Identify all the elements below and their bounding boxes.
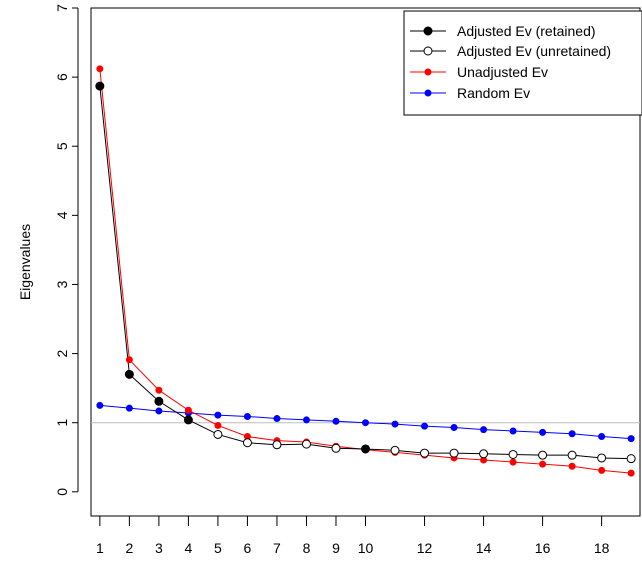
unadjusted-ev-point [96,65,104,73]
adjusted-ev-unretained-point [390,445,400,455]
adjusted-ev-unretained-point [331,443,341,453]
y-tick-label: 6 [54,73,70,81]
y-tick-label: 4 [54,211,70,219]
y-tick-label: 2 [54,349,70,357]
x-tick-label: 9 [332,540,340,556]
adjusted-ev-unretained-point [242,438,252,448]
legend-item-4: Random Ev [410,85,530,101]
legend-item-1: Adjusted Ev (retained) [410,23,596,39]
random-ev-point [125,404,133,412]
x-tick-label: 2 [125,540,133,556]
random-ev-point [96,401,104,409]
legend-marker [423,26,433,36]
x-tick-label: 7 [273,540,281,556]
legend-item-2: Adjusted Ev (unretained) [410,43,611,59]
x-tick-label: 5 [214,540,222,556]
x-tick-label: 12 [417,540,433,556]
adjusted-ev-unretained-point [626,454,636,464]
legend-marker [424,89,432,97]
x-tick-label: 3 [155,540,163,556]
adjusted-ev-unretained-point [508,449,518,459]
unadjusted-ev-point [125,356,133,364]
random-ev-point [450,424,458,432]
y-tick-label: 5 [54,142,70,150]
legend-label: Random Ev [457,85,530,101]
unadjusted-ev-point [184,406,192,414]
unadjusted-ev-point [214,421,222,429]
x-tick-label: 1 [96,540,104,556]
legend: Adjusted Ev (retained) Adjusted Ev (unret… [403,10,642,116]
y-axis-label: Eigenvalues [17,224,33,300]
series-layer [95,65,636,477]
adjusted-ev-retained-point [124,369,134,379]
y-tick-label: 3 [54,280,70,288]
adjusted-ev-unretained-point [420,448,430,458]
unadjusted-ev-point [627,469,635,477]
adjusted-ev-retained-point [95,81,105,91]
random-ev-point [627,435,635,443]
unadjusted-ev-point [539,460,547,468]
random-ev-point [480,426,488,434]
y-tick-label: 7 [54,4,70,12]
legend-marker [423,46,433,56]
random-ev-point [539,428,547,436]
x-tick-label: 16 [535,540,551,556]
random-ev-point [598,433,606,441]
random-ev-point [273,415,281,423]
random-ev-point [391,420,399,428]
y-tick-label: 0 [54,488,70,496]
adjusted-ev-retained-point [154,396,164,406]
x-tick-label: 18 [594,540,610,556]
legend-box [403,10,642,116]
unadjusted-ev-point [155,386,163,394]
random-ev-point [362,419,369,427]
legend-item-3: Unadjusted Ev [410,64,548,80]
random-ev-point [568,430,576,438]
legend-items: Adjusted Ev (retained) Adjusted Ev (unret… [410,23,611,101]
y-tick-label: 1 [54,419,70,427]
random-ev-point [421,422,429,430]
unadjusted-ev-point [598,466,606,474]
adjusted-ev-unretained-point [272,440,282,450]
legend-label: Adjusted Ev (retained) [457,23,596,39]
adjusted-ev-unretained-point [538,450,548,460]
random-ev-point [509,427,517,435]
adjusted-ev-unretained-point [597,453,607,463]
adjusted-ev-unretained-point [213,429,223,439]
adjusted-ev-unretained-point [479,449,489,459]
x-tick-label: 4 [185,540,193,556]
adjusted-ev-line [99,86,632,460]
x-tick-label: 6 [244,540,252,556]
random-ev-point [302,416,310,424]
random-ev-point [214,411,222,419]
legend-label: Unadjusted Ev [457,64,548,80]
adjusted-ev-retained-point [183,415,193,425]
x-tick-label: 10 [358,540,374,556]
unadjusted-ev-point [509,458,517,466]
adjusted-ev-unretained-point [449,448,459,458]
legend-marker [424,68,432,76]
random-ev-point [332,417,340,425]
x-tick-label: 14 [476,540,492,556]
random-ev-point [243,412,251,420]
adjusted-ev-unretained-point [301,439,311,449]
adjusted-ev-retained-point [361,444,370,454]
x-tick-label: 8 [303,540,311,556]
random-ev-point [155,407,163,415]
unadjusted-ev-point [568,462,576,470]
adjusted-ev-unretained-point [567,450,577,460]
legend-label: Adjusted Ev (unretained) [457,43,611,59]
